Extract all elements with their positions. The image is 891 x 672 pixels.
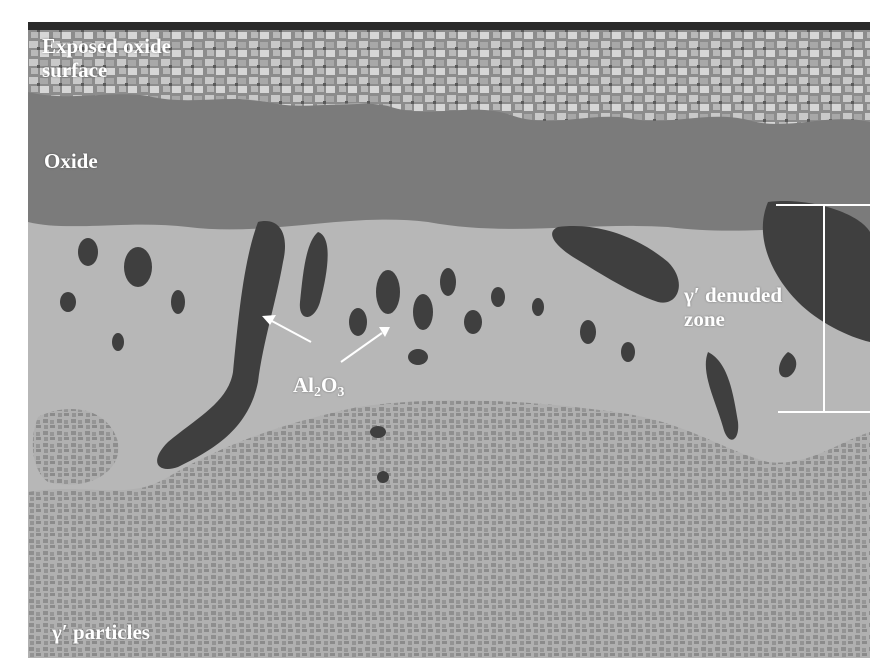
gamma-prime-particle-region xyxy=(28,400,870,658)
oxide-label: Oxide xyxy=(44,149,98,173)
gamma-prime-particles-label: γ′ particles xyxy=(52,620,150,644)
alumina-precipitates xyxy=(60,201,870,483)
sem-micrograph xyxy=(28,22,870,658)
gamma-prime-denuded-zone-label: γ′ denuded zone xyxy=(684,283,783,331)
exposed-oxide-surface xyxy=(28,22,870,124)
alumina-arrows xyxy=(262,315,390,363)
al2o3-label: Al2O3 xyxy=(293,373,345,400)
micrograph-image xyxy=(28,22,870,658)
exposed-oxide-surface-label: Exposed oxide surface xyxy=(42,34,171,82)
denuded-zone-bracket xyxy=(776,204,870,413)
